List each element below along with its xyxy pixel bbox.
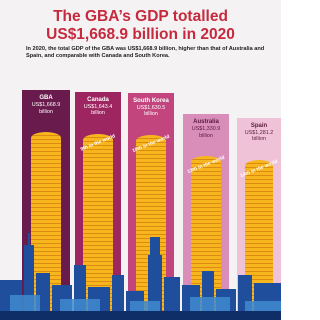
value-label: US$1,281.2 billion xyxy=(237,130,281,143)
category-label: GBA xyxy=(22,95,70,102)
value-label: US$1,330.9 billion xyxy=(183,126,229,139)
category-label: Australia xyxy=(183,119,229,126)
chart-subtitle: In 2020, the total GDP of the GBA was US… xyxy=(26,46,266,60)
value-label: US$1,643.4 billion xyxy=(75,104,121,117)
value-label: US$1,668.9 billion xyxy=(22,102,70,115)
category-label: Canada xyxy=(75,97,121,104)
category-label: Spain xyxy=(237,123,281,130)
category-label: South Korea xyxy=(128,98,174,105)
chart-title: The GBA’s GDP totalled US$1,668.9 billio… xyxy=(0,8,281,44)
value-label: US$1,630.5 billion xyxy=(128,105,174,118)
infographic: The GBA’s GDP totalled US$1,668.9 billio… xyxy=(0,0,281,320)
skyline xyxy=(0,225,281,320)
